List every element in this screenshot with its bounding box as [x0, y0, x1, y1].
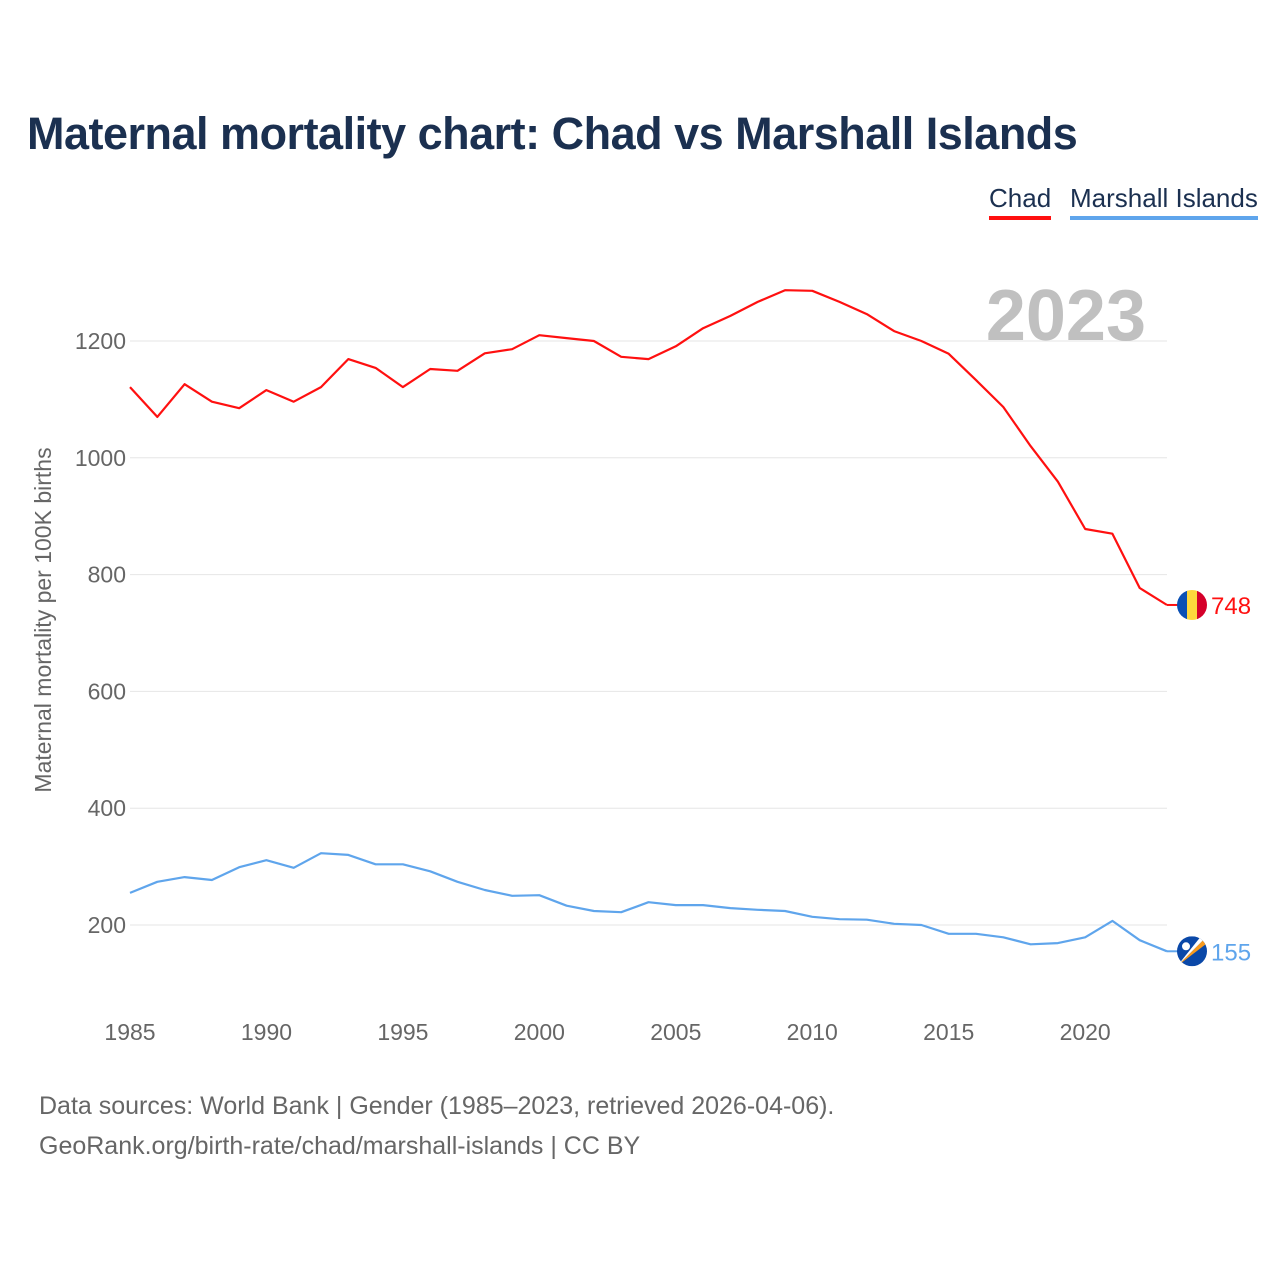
x-tick-label: 1985	[104, 1019, 155, 1045]
year-watermark: 2023	[986, 276, 1146, 356]
y-tick-label: 400	[88, 795, 126, 821]
chad-flag-icon	[1177, 589, 1207, 620]
series-line-marshall-islands	[129, 852, 1168, 953]
y-tick-label: 1000	[75, 445, 126, 471]
y-tick-label: 800	[88, 562, 126, 588]
x-tick-label: 1990	[241, 1019, 292, 1045]
y-tick-label: 1200	[75, 328, 126, 354]
x-tick-label: 2000	[514, 1019, 565, 1045]
legend-item-chad[interactable]: Chad	[989, 183, 1052, 220]
end-value-label: 155	[1211, 939, 1251, 966]
y-axis-label: Maternal mortality per 100K births	[30, 447, 56, 792]
y-tick-label: 200	[88, 912, 126, 938]
marshall-islands-flag-icon	[1177, 936, 1207, 967]
legend-item-marshall-islands[interactable]: Marshall Islands	[1070, 183, 1258, 220]
end-value-label: 748	[1211, 593, 1251, 620]
x-tick-label: 2015	[923, 1019, 974, 1045]
series-line-chad	[129, 289, 1168, 606]
footer: Data sources: World Bank | Gender (1985–…	[39, 1086, 834, 1166]
chart-title: Maternal mortality chart: Chad vs Marsha…	[27, 108, 1078, 159]
x-tick-label: 1995	[377, 1019, 428, 1045]
source-link[interactable]: GeoRank.org/birth-rate/chad/marshall-isl…	[39, 1132, 641, 1160]
x-tick-label: 2020	[1060, 1019, 1111, 1045]
y-tick-label: 600	[88, 678, 126, 704]
x-tick-label: 2005	[650, 1019, 701, 1045]
data-source-text: Data sources: World Bank | Gender (1985–…	[39, 1092, 835, 1120]
x-tick-label: 2010	[787, 1019, 838, 1045]
